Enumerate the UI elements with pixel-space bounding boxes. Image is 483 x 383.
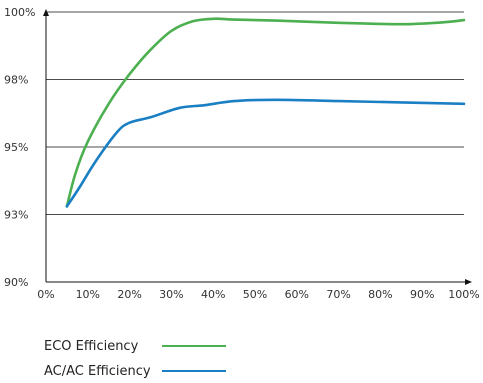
acac-efficiency-line	[65, 98, 466, 208]
axes	[43, 9, 472, 285]
x-tick-label-5: 50%	[243, 288, 267, 301]
y-tick-label-1: 93%	[4, 209, 28, 222]
x-tick-label-1: 10%	[76, 288, 100, 301]
y-tick-label-3: 98%	[4, 74, 28, 87]
efficiency-chart: 90% 93% 95% 98% 100% 0% 10% 20% 30% 40% 50% 60% 70%…	[4, 6, 480, 301]
legend-swatch-acac	[162, 370, 226, 372]
legend-label-eco: ECO Efficiency	[44, 338, 139, 354]
eco-efficiency-line	[65, 17, 466, 208]
x-axis-ticks: 0% 10% 20% 30% 40% 50% 60% 70% 80% 90% 100%	[37, 288, 479, 301]
series-lines	[65, 17, 466, 208]
y-axis-ticks: 90% 93% 95% 98% 100%	[4, 6, 35, 289]
x-tick-label-3: 30%	[159, 288, 183, 301]
x-tick-label-7: 70%	[326, 288, 350, 301]
x-tick-label-0: 0%	[37, 288, 54, 301]
x-tick-label-9: 90%	[410, 288, 434, 301]
x-tick-label-8: 80%	[368, 288, 392, 301]
x-tick-label-6: 60%	[285, 288, 309, 301]
y-tick-label-4: 100%	[4, 6, 35, 19]
legend-item-acac: AC/AC Efficiency	[44, 361, 226, 381]
y-axis-arrow	[43, 9, 49, 16]
x-tick-label-4: 40%	[201, 288, 225, 301]
legend: ECO Efficiency AC/AC Efficiency	[0, 330, 483, 383]
x-tick-label-10: 100%	[448, 288, 479, 301]
x-tick-label-2: 20%	[117, 288, 141, 301]
legend-label-acac: AC/AC Efficiency	[44, 363, 151, 379]
y-tick-label-0: 90%	[4, 276, 28, 289]
legend-item-eco: ECO Efficiency	[44, 336, 226, 356]
grid-lines	[46, 11, 464, 215]
y-tick-label-2: 95%	[4, 141, 28, 154]
legend-swatch-eco	[162, 345, 226, 347]
x-axis-arrow	[465, 279, 472, 285]
